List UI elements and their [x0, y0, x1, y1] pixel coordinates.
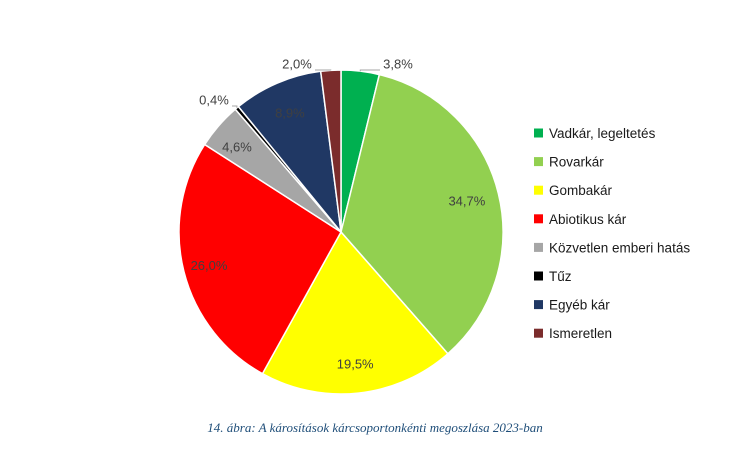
- legend: Vadkár, legeltetés Rovarkár Gombakár Abioti…: [534, 126, 690, 341]
- legend-swatch-egyeb-kar: [534, 300, 543, 310]
- legend-label-egyeb-kar: Egyéb kár: [549, 298, 610, 313]
- slice-label-kozvetlen-emberi-hatas: 4,6%: [222, 140, 252, 155]
- leader-lines: [232, 69, 380, 108]
- legend-swatch-vadkar-legeltetes: [534, 128, 543, 138]
- pie-slice-egyeb-kar: [237, 70, 343, 235]
- legend-swatch-ismeretlen: [534, 328, 543, 338]
- legend-swatch-gombakar: [534, 185, 543, 195]
- legend-swatch-rovarkar: [534, 157, 543, 167]
- figure-caption: 14. ábra: A károsítások kárcsoportonként…: [207, 420, 543, 435]
- pie-slice-rovarkar: [340, 73, 504, 355]
- legend-label-ismeretlen: Ismeretlen: [549, 326, 612, 341]
- slice-label-tuz: 0,4%: [199, 93, 229, 108]
- slice-label-ismeretlen: 2,0%: [282, 57, 312, 72]
- legend-label-gombakar: Gombakár: [549, 183, 613, 198]
- leader-line-tuz: [232, 105, 238, 108]
- slice-label-rovarkar: 34,7%: [448, 194, 485, 209]
- legend-label-kozvetlen-emberi-hatas: Közvetlen emberi hatás: [549, 240, 690, 255]
- slice-label-gombakar: 19,5%: [337, 357, 374, 372]
- legend-label-rovarkar: Rovarkár: [549, 155, 604, 170]
- slice-labels: 3,8% 34,7% 19,5% 26,0% 4,6% 0,4% 8,9% 2,0%: [191, 57, 486, 372]
- pie-slice-ismeretlen: [319, 69, 342, 233]
- pie-slices: [178, 69, 504, 395]
- slice-label-abiotikus-kar: 26,0%: [191, 258, 228, 273]
- pie-slice-gombakar: [261, 230, 449, 395]
- slice-label-vadkar-legeltetes: 3,8%: [383, 57, 413, 72]
- legend-swatch-tuz: [534, 271, 543, 281]
- legend-label-abiotikus-kar: Abiotikus kár: [549, 212, 627, 227]
- legend-swatch-kozvetlen-emberi-hatas: [534, 242, 543, 252]
- slice-label-egyeb-kar: 8,9%: [275, 105, 305, 120]
- legend-label-vadkar-legeltetes: Vadkár, legeltetés: [549, 126, 656, 141]
- legend-label-tuz: Tűz: [549, 269, 572, 284]
- pie-slice-abiotikus-kar: [178, 143, 342, 375]
- leader-line-vadkar-legeltetes: [359, 69, 380, 72]
- legend-swatch-abiotikus-kar: [534, 214, 543, 224]
